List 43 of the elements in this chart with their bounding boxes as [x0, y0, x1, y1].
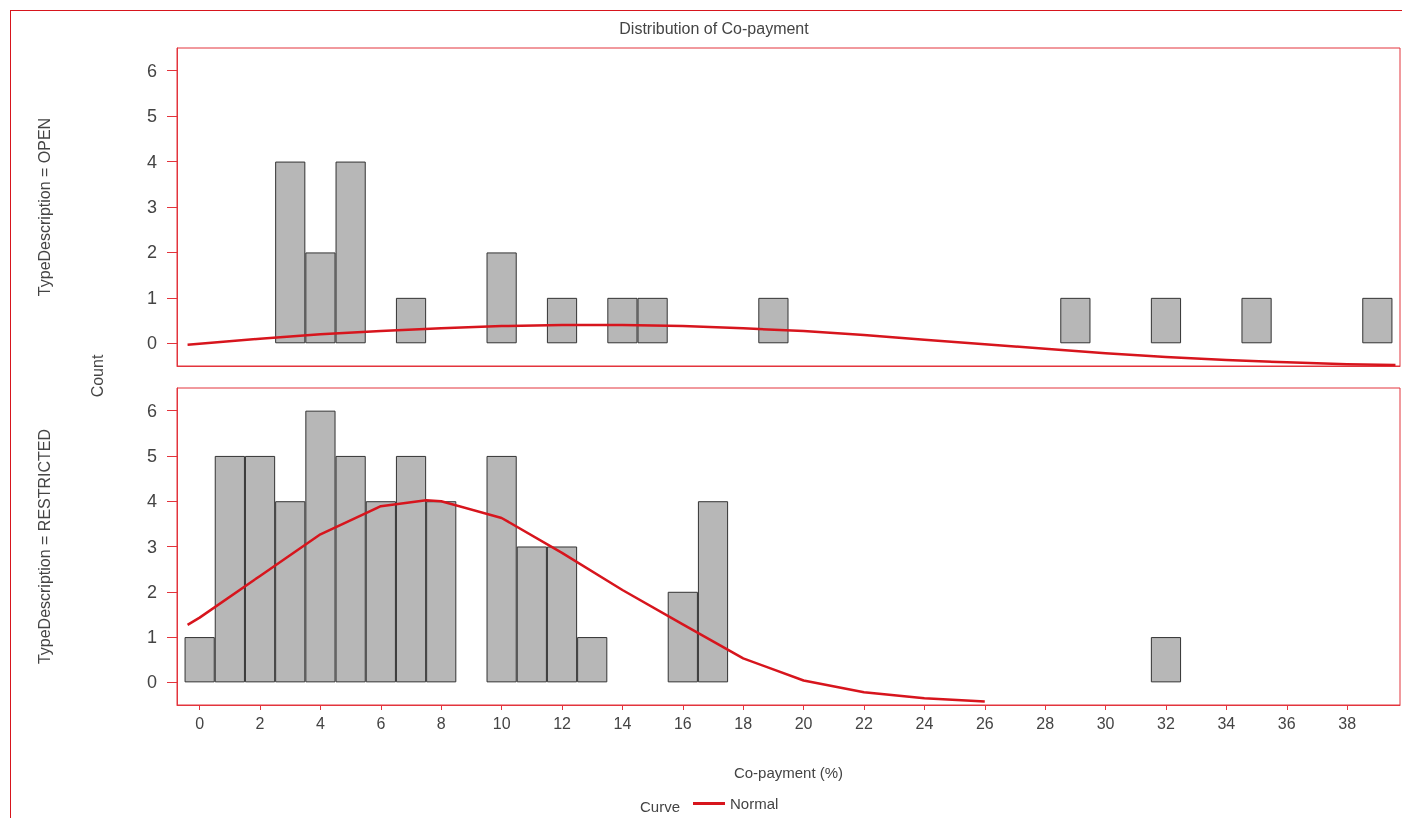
- y-tick-label: 6: [146, 60, 157, 81]
- x-tick-label: 10: [492, 714, 511, 732]
- x-tick-label: 38: [1338, 714, 1357, 732]
- text: Count: [88, 354, 107, 398]
- line-series: [186, 499, 987, 703]
- chart-title: Distribution of Co-payment: [619, 19, 810, 37]
- x-tick-label: 36: [1277, 714, 1296, 732]
- x-tick-label: 2: [255, 714, 265, 732]
- y-tick-label: 0: [146, 333, 157, 354]
- y-tick-label: 2: [146, 242, 157, 263]
- x-tick-label: 6: [376, 714, 386, 732]
- x-tick-label: 12: [553, 714, 572, 732]
- legend-label: Normal: [730, 795, 779, 812]
- y-axis-title: TypeDescription = OPEN: [35, 117, 53, 297]
- x-tick-label: 14: [613, 714, 632, 732]
- y-tick-label: 1: [146, 287, 157, 308]
- y-tick-label: 1: [146, 627, 157, 648]
- y-tick-label: 5: [146, 445, 157, 466]
- x-axis-title: Co-payment (%): [733, 764, 844, 781]
- y-tick-label: 3: [146, 197, 157, 217]
- legend-title: Curve: [639, 798, 680, 815]
- y-tick-label: 3: [146, 536, 157, 557]
- y-tick-label: 4: [146, 491, 157, 512]
- x-tick-label: 24: [915, 714, 934, 732]
- x-tick-label: 22: [855, 714, 873, 732]
- y-tick-label: 2: [146, 581, 157, 602]
- x-tick-label: 4: [315, 714, 325, 732]
- x-tick-label: 32: [1157, 714, 1175, 732]
- x-tick-label: 30: [1096, 714, 1115, 732]
- x-tick-label: 28: [1036, 714, 1055, 732]
- y-tick-label: 5: [146, 106, 157, 127]
- x-tick-label: 26: [975, 714, 994, 732]
- x-tick-label: 18: [734, 714, 753, 732]
- y-tick-label: 0: [146, 672, 157, 693]
- y-axis-title: TypeDescription = RESTRICTED: [35, 428, 53, 665]
- x-tick-label: 34: [1217, 714, 1236, 732]
- x-tick-label: 8: [436, 714, 446, 732]
- x-tick-label: 0: [195, 714, 205, 732]
- y-tick-label: 4: [146, 151, 157, 172]
- y-tick-label: 6: [146, 400, 157, 421]
- x-tick-label: 16: [673, 714, 692, 732]
- x-tick-label: 20: [794, 714, 813, 732]
- line-series: [186, 323, 1397, 367]
